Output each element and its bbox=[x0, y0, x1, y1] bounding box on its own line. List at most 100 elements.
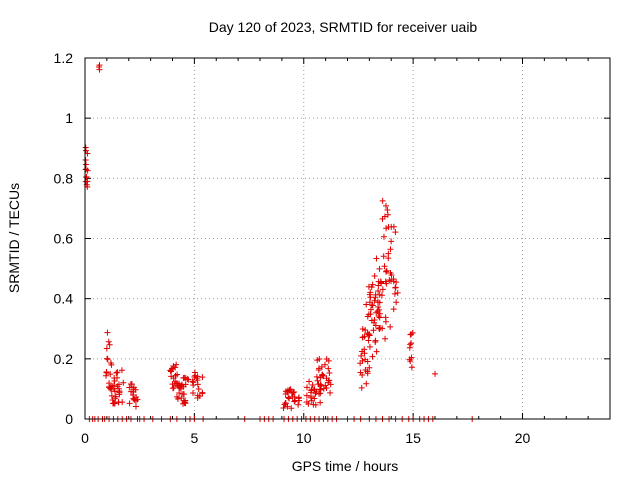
data-point bbox=[357, 360, 364, 367]
x-tick-label: 20 bbox=[515, 430, 531, 446]
y-tick-label: 0.6 bbox=[54, 231, 74, 247]
data-point bbox=[358, 352, 365, 359]
data-point bbox=[407, 341, 414, 348]
data-point bbox=[320, 385, 327, 392]
data-point bbox=[382, 314, 389, 321]
data-point bbox=[380, 253, 387, 260]
axis-ticks: 0 5 10 15 20 0 0.2 0.4 0.6 0.8 1 1.2 bbox=[54, 50, 610, 446]
data-point bbox=[304, 384, 311, 391]
data-point bbox=[381, 263, 388, 270]
data-point bbox=[372, 337, 379, 344]
plot-frame bbox=[84, 57, 611, 420]
data-point bbox=[318, 372, 325, 379]
data-point bbox=[322, 382, 329, 389]
data-points bbox=[82, 62, 476, 422]
data-point bbox=[280, 404, 287, 411]
data-point bbox=[366, 343, 373, 350]
y-tick-label: 1.2 bbox=[54, 50, 74, 66]
data-point bbox=[286, 386, 293, 393]
data-point bbox=[199, 374, 206, 381]
data-point bbox=[357, 369, 364, 376]
data-point bbox=[370, 327, 377, 334]
data-point bbox=[369, 281, 376, 288]
data-point bbox=[105, 338, 112, 345]
data-point bbox=[387, 270, 394, 277]
data-point bbox=[84, 167, 91, 174]
data-point bbox=[325, 365, 332, 372]
data-point bbox=[103, 345, 110, 352]
data-point bbox=[182, 381, 189, 388]
data-point bbox=[315, 381, 322, 388]
data-point bbox=[308, 397, 315, 404]
data-point bbox=[394, 289, 401, 296]
data-point bbox=[285, 394, 292, 401]
data-point bbox=[107, 371, 114, 378]
data-point bbox=[127, 380, 134, 387]
data-point bbox=[382, 335, 389, 342]
data-point bbox=[382, 202, 389, 209]
data-point bbox=[108, 392, 115, 399]
data-point bbox=[383, 267, 390, 274]
data-point bbox=[103, 369, 110, 376]
data-point bbox=[380, 233, 387, 240]
data-point bbox=[375, 278, 382, 285]
data-point bbox=[286, 395, 293, 402]
data-point bbox=[132, 403, 139, 410]
data-point bbox=[168, 366, 175, 373]
data-point bbox=[181, 399, 188, 406]
data-point bbox=[382, 278, 389, 285]
data-point bbox=[317, 399, 324, 406]
data-point bbox=[284, 403, 291, 410]
data-point bbox=[408, 354, 415, 361]
data-point bbox=[314, 377, 321, 384]
data-point bbox=[113, 369, 120, 376]
data-point bbox=[173, 361, 180, 368]
data-point bbox=[306, 378, 313, 385]
data-point bbox=[82, 161, 89, 168]
data-point bbox=[114, 369, 121, 376]
data-point bbox=[363, 380, 370, 387]
data-point bbox=[408, 340, 415, 347]
data-point bbox=[288, 405, 295, 412]
data-point bbox=[383, 268, 390, 275]
data-point bbox=[182, 374, 189, 381]
data-point bbox=[170, 363, 177, 370]
data-point bbox=[168, 373, 175, 380]
data-point bbox=[366, 299, 373, 306]
data-point bbox=[190, 379, 197, 386]
data-point bbox=[194, 381, 201, 388]
data-point bbox=[408, 364, 415, 371]
x-tick-label: 10 bbox=[296, 430, 312, 446]
data-point bbox=[373, 255, 380, 262]
data-point bbox=[312, 401, 319, 408]
data-point bbox=[369, 353, 376, 360]
data-point bbox=[194, 392, 201, 399]
data-point bbox=[291, 394, 298, 401]
y-tick-label: 0.4 bbox=[54, 291, 74, 307]
data-point bbox=[387, 246, 394, 253]
data-point bbox=[368, 284, 375, 291]
data-point bbox=[385, 255, 392, 262]
data-point bbox=[104, 329, 111, 336]
chart-title: Day 120 of 2023, SRMTID for receiver uai… bbox=[209, 19, 478, 35]
data-point bbox=[108, 361, 115, 368]
data-point bbox=[172, 378, 179, 385]
data-point bbox=[173, 393, 180, 400]
data-point bbox=[309, 381, 316, 388]
data-point bbox=[195, 386, 202, 393]
data-point bbox=[373, 348, 380, 355]
data-point bbox=[366, 291, 373, 298]
data-point bbox=[110, 400, 117, 407]
data-point bbox=[96, 63, 103, 70]
data-point bbox=[190, 389, 197, 396]
data-point bbox=[295, 395, 302, 402]
data-point bbox=[167, 367, 174, 374]
x-tick-label: 5 bbox=[190, 430, 198, 446]
data-point bbox=[321, 361, 328, 368]
data-point bbox=[317, 390, 324, 397]
data-point bbox=[384, 211, 391, 218]
data-point bbox=[318, 363, 325, 370]
data-point bbox=[295, 401, 302, 408]
data-point bbox=[176, 389, 183, 396]
